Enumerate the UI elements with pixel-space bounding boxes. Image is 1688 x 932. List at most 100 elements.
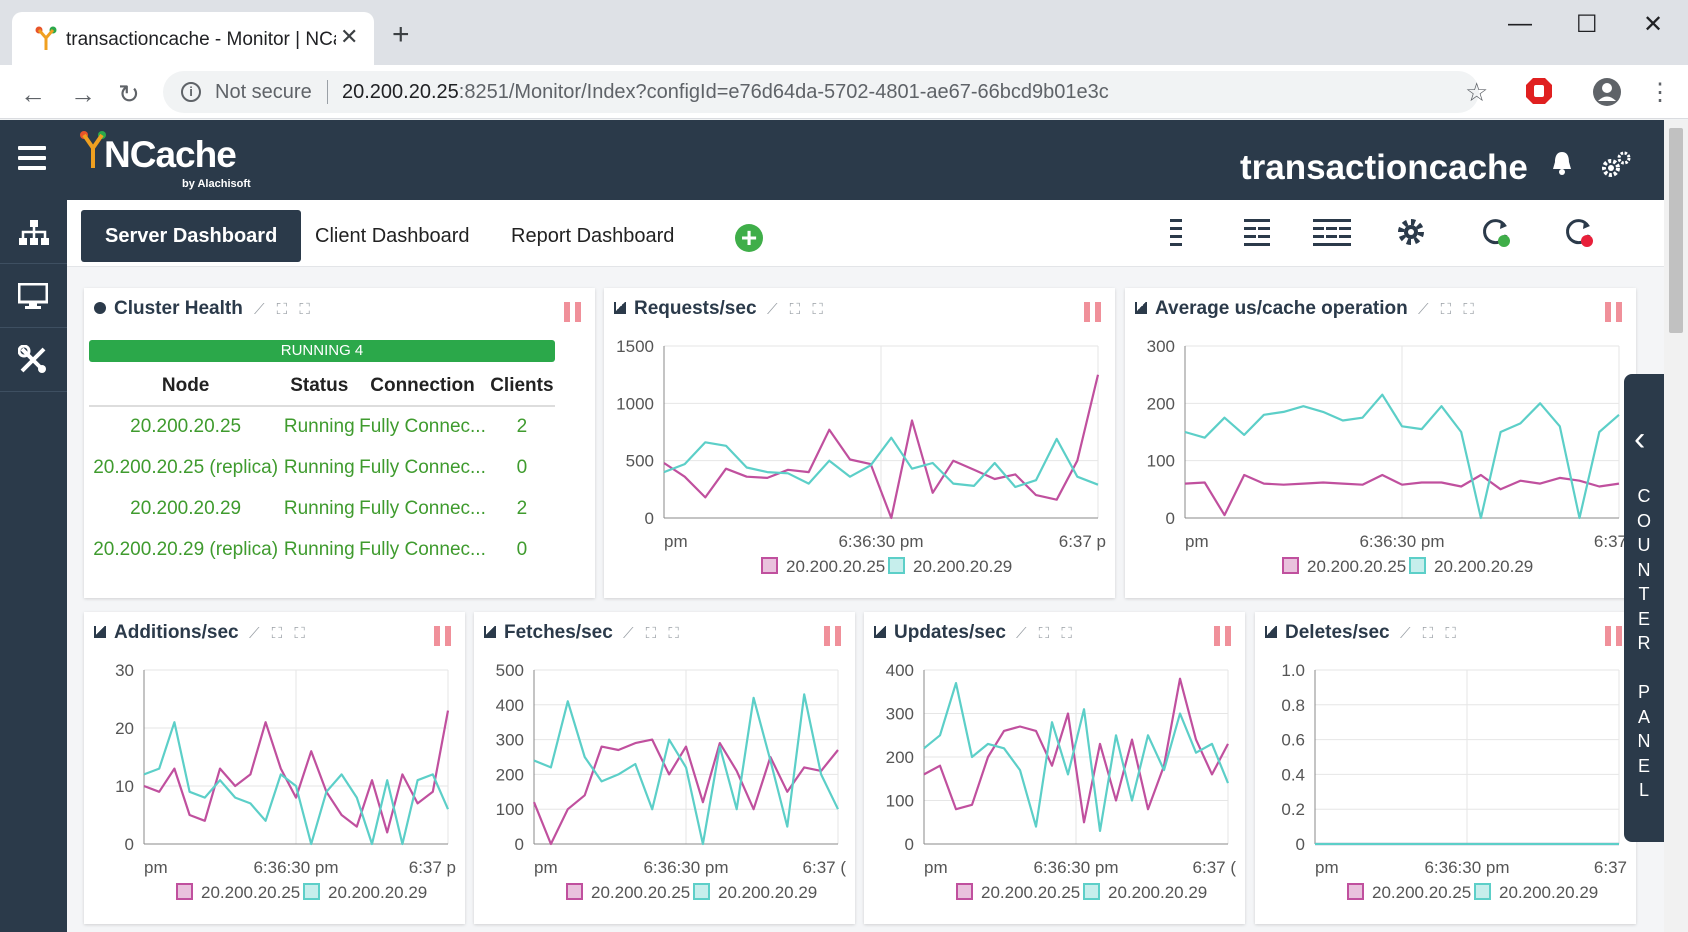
left-sidebar: [0, 200, 67, 932]
sidebar-item-tools[interactable]: [0, 328, 67, 392]
pause-icon[interactable]: [824, 626, 842, 646]
y-tick-label: 0: [125, 835, 134, 854]
widget-tools[interactable]: ⟋ ⛶ ⛶: [254, 301, 314, 318]
chevron-left-icon[interactable]: ‹: [1634, 420, 1646, 458]
layout-one-column-icon[interactable]: [1169, 218, 1183, 246]
back-button[interactable]: ←: [20, 79, 46, 109]
dashboard-settings-gear-icon[interactable]: [1397, 218, 1425, 246]
y-tick-label: 0: [515, 835, 524, 854]
area-chart-icon: [614, 302, 626, 314]
legend-swatch: [956, 883, 973, 900]
layout-two-column-icon[interactable]: [1243, 218, 1271, 246]
start-monitoring-icon[interactable]: [1481, 218, 1511, 248]
layout-three-column-icon[interactable]: [1312, 218, 1352, 246]
y-tick-label: 400: [886, 661, 914, 680]
line-chart: 30 20 10 0 pm 6:36:30 pm 6:37 p 20.200.20.25 20.…: [115, 661, 456, 902]
bell-icon[interactable]: [1550, 150, 1574, 176]
maximize-button[interactable]: ☐: [1576, 11, 1598, 38]
info-icon[interactable]: i: [181, 82, 201, 102]
y-tick-label: 300: [496, 731, 524, 750]
legend-label: 20.200.20.29: [1434, 557, 1533, 576]
widget-tools[interactable]: ⟋ ⛶ ⛶: [1418, 301, 1478, 318]
sidebar-item-topology[interactable]: [0, 200, 67, 264]
minimize-button[interactable]: —: [1508, 10, 1532, 37]
adblock-icon[interactable]: [1525, 77, 1553, 105]
legend-swatch: [1347, 883, 1364, 900]
node-cell: 20.200.20.25 (replica): [93, 456, 279, 478]
clients-cell: 0: [516, 538, 528, 560]
y-tick-label: 0.6: [1281, 731, 1305, 750]
widget-title: Fetches/sec: [484, 622, 613, 644]
widget-tools[interactable]: ⟋ ⛶ ⛶: [623, 625, 683, 642]
legend-label: 20.200.20.25: [1307, 557, 1406, 576]
stop-monitoring-icon[interactable]: [1564, 218, 1594, 248]
ncache-app: NCache by Alachisoft transactioncache: [0, 120, 1688, 932]
legend-label: 20.200.20.25: [981, 883, 1080, 902]
reload-button[interactable]: ↻: [118, 79, 140, 109]
pause-icon[interactable]: [434, 626, 452, 646]
area-chart-icon: [1265, 626, 1277, 638]
legend-label: 20.200.20.29: [718, 883, 817, 902]
updates-per-sec-widget: Updates/sec ⟋ ⛶ ⛶ 400 300 200 100 0 pm 6:36:30 p…: [864, 612, 1245, 924]
scrollbar-thumb[interactable]: [1669, 128, 1683, 333]
pause-icon[interactable]: [1605, 302, 1623, 322]
pause-icon[interactable]: [1214, 626, 1232, 646]
ncache-logo-mark: [80, 131, 106, 168]
profile-avatar-icon[interactable]: [1592, 77, 1622, 107]
clients-cell: 2: [516, 497, 528, 519]
table-row: 20.200.20.25 (replica) Running Fully Conne…: [89, 447, 555, 488]
page-scrollbar[interactable]: [1664, 120, 1688, 932]
widget-tools[interactable]: ⟋ ⛶ ⛶: [1400, 625, 1460, 642]
pause-icon[interactable]: [1084, 302, 1102, 322]
app-header: NCache by Alachisoft transactioncache: [0, 120, 1688, 200]
tab-report-dashboard[interactable]: Report Dashboard: [511, 225, 675, 247]
browser-tab-title: transactioncache - Monitor | NCache: [66, 29, 336, 50]
add-dashboard-button[interactable]: +: [735, 224, 763, 252]
hamburger-menu-icon[interactable]: [18, 146, 46, 170]
widget-title: Requests/sec: [614, 298, 757, 320]
url-path: :8251/Monitor/Index?configId=e76d64da-57…: [458, 81, 1109, 103]
series-line-2: [533, 693, 839, 846]
status-cell: Running: [283, 497, 355, 519]
legend-swatch: [176, 883, 193, 900]
legend-label: 20.200.20.25: [1372, 883, 1471, 902]
bookmark-star-icon[interactable]: ☆: [1465, 77, 1489, 107]
settings-gears-icon[interactable]: [1600, 150, 1632, 180]
tools-icon: [18, 345, 46, 373]
browser-tab[interactable]: transactioncache - Monitor | NCache ✕: [12, 12, 374, 65]
tab-close-icon[interactable]: ✕: [340, 24, 359, 49]
forward-button[interactable]: →: [70, 79, 96, 109]
not-secure-label: Not secure: [215, 81, 312, 103]
dashboard-gauge-icon: [94, 302, 106, 314]
menu-kebab-icon[interactable]: ⋮: [1648, 79, 1672, 106]
new-tab-button[interactable]: +: [392, 18, 410, 51]
close-window-button[interactable]: ✕: [1643, 11, 1664, 38]
monitor-icon: [18, 283, 48, 309]
series-line-1: [143, 710, 450, 834]
y-tick-label: 500: [496, 661, 524, 680]
x-tick-label: 6:37: [1594, 858, 1627, 877]
widget-tools[interactable]: ⟋ ⛶ ⛶: [249, 625, 309, 642]
widget-tools[interactable]: ⟋ ⛶ ⛶: [767, 301, 827, 318]
running-status-bar: RUNNING 4: [89, 340, 555, 362]
logo-subtitle: by Alachisoft: [182, 178, 251, 190]
y-tick-label: 0.2: [1281, 800, 1305, 819]
tab-client-dashboard[interactable]: Client Dashboard: [315, 225, 470, 247]
column-header-clients: Clients: [488, 366, 555, 407]
series-line-2: [923, 681, 1230, 832]
y-tick-label: 200: [496, 765, 524, 784]
url-text[interactable]: 20.200.20.25:8251/Monitor/Index?configId…: [342, 81, 1109, 104]
y-tick-label: 0: [1166, 509, 1175, 528]
series-line-2: [663, 436, 1099, 489]
widget-tools[interactable]: ⟋ ⛶ ⛶: [1016, 625, 1076, 642]
y-tick-label: 500: [626, 452, 654, 471]
requests-per-sec-widget: Requests/sec ⟋ ⛶ ⛶ 1500 1000 500 0 pm 6:36:30 p…: [604, 288, 1115, 598]
average-us-cache-operation-widget: Average us/cache operation ⟋ ⛶ ⛶ 300 200 100…: [1125, 288, 1636, 598]
address-bar[interactable]: i Not secure 20.200.20.25:8251/Monitor/I…: [163, 71, 1488, 113]
legend-swatch: [888, 557, 905, 574]
pause-icon[interactable]: [1605, 626, 1623, 646]
pause-icon[interactable]: [564, 302, 582, 322]
tab-server-dashboard[interactable]: Server Dashboard: [81, 210, 302, 262]
sidebar-item-monitor[interactable]: [0, 264, 67, 328]
